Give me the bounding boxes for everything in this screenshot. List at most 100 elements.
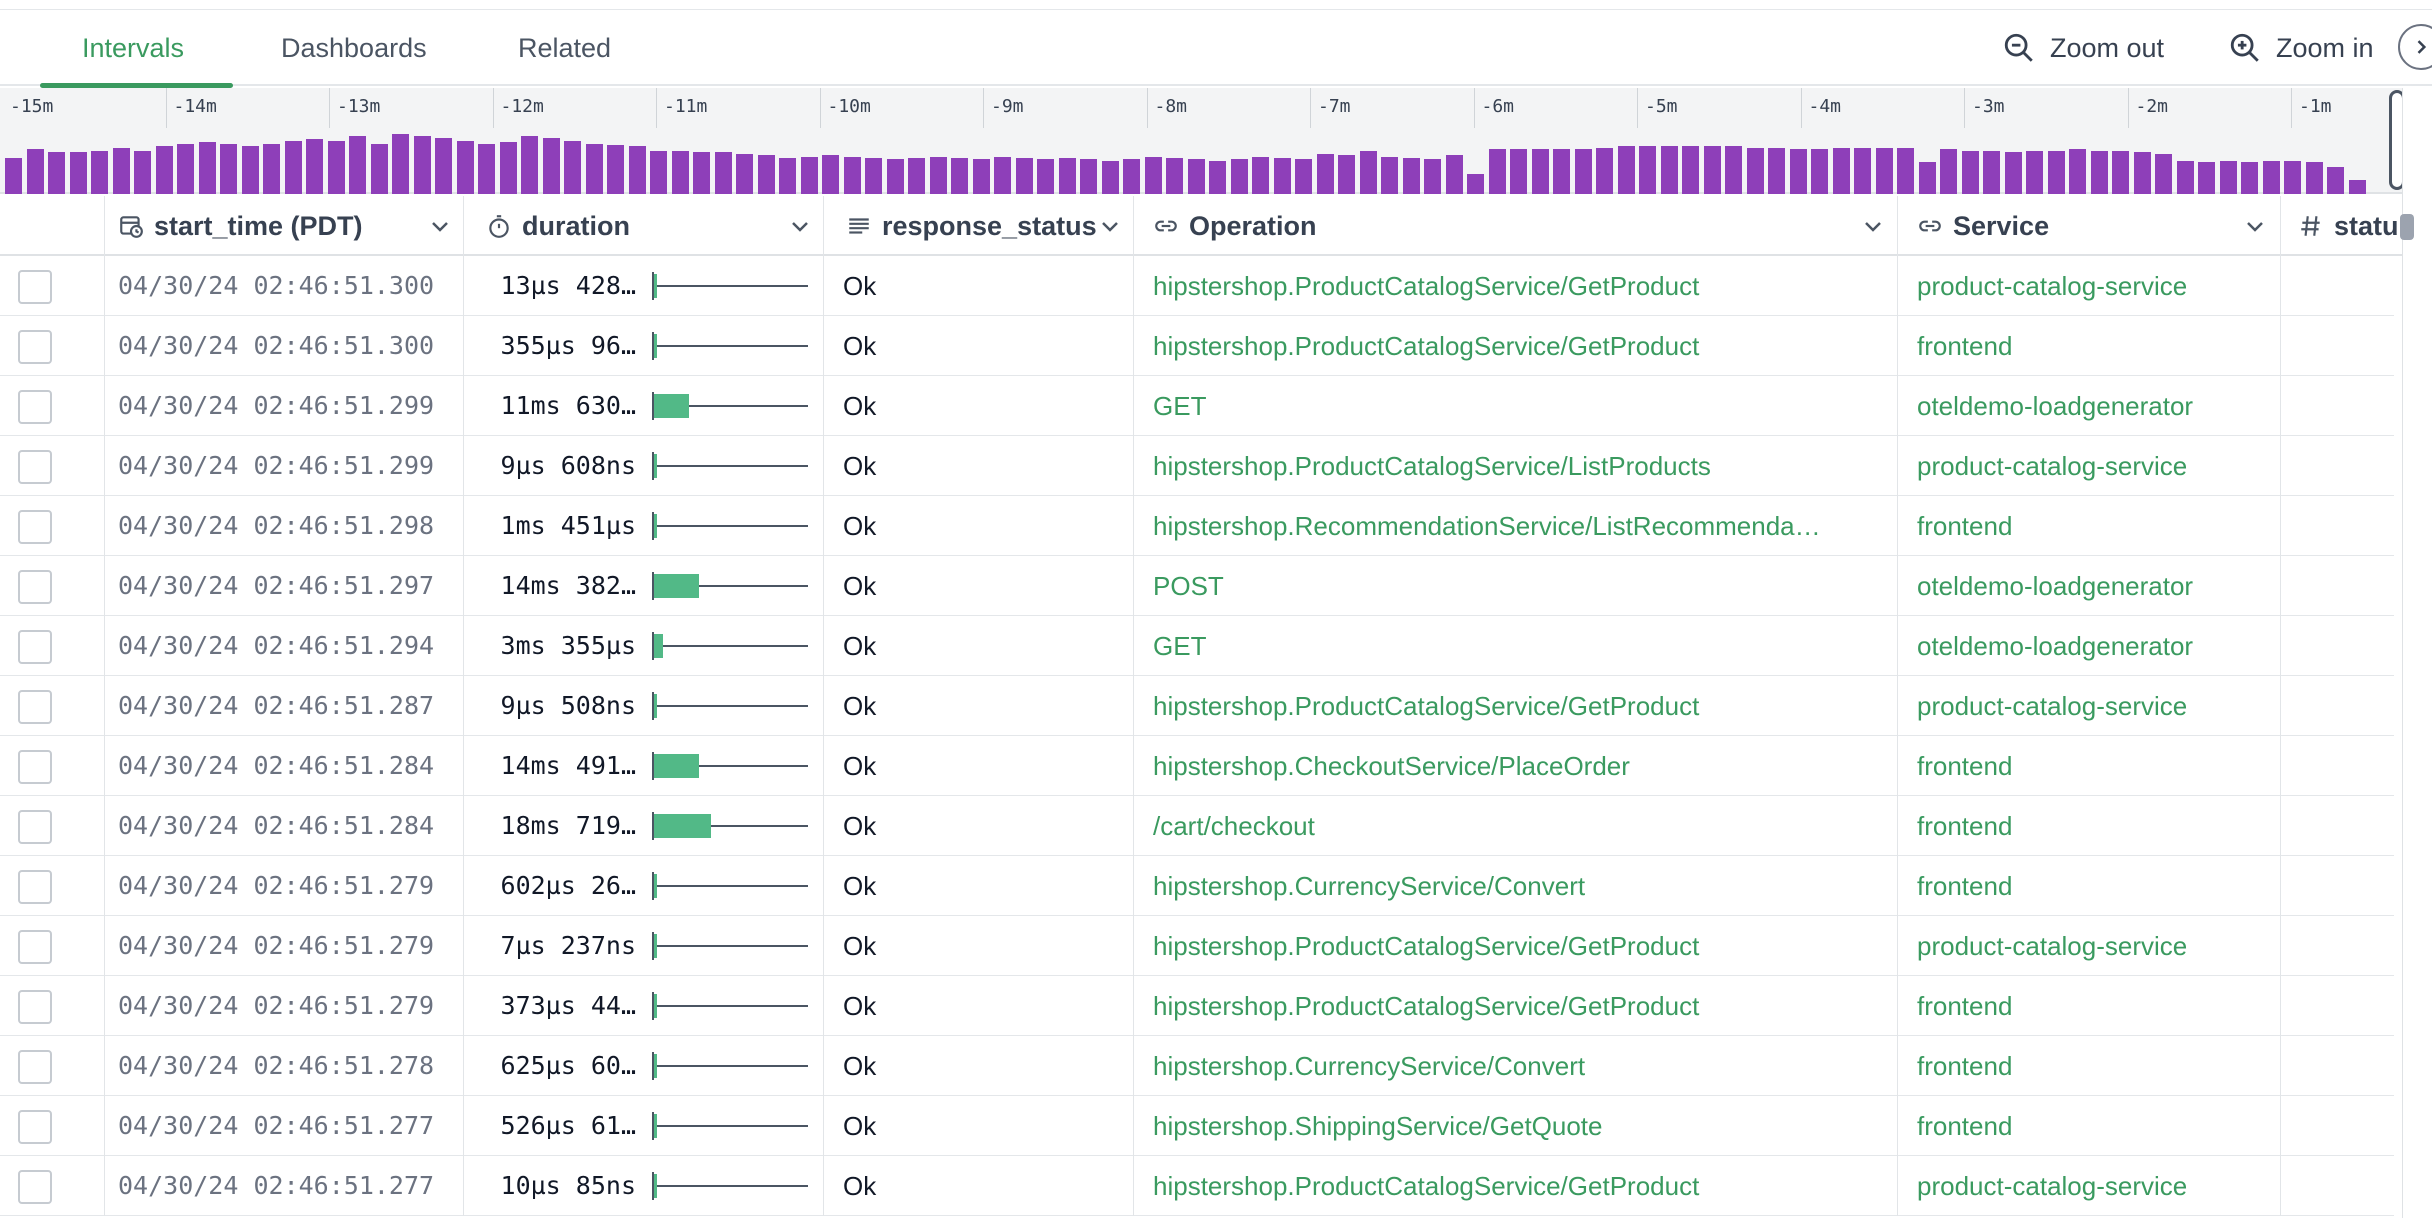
histogram-bar (1058, 158, 1076, 194)
duration-cell: 14ms 491… (500, 751, 636, 780)
service-link[interactable]: frontend (1917, 1111, 2013, 1141)
zoom-in-button[interactable]: Zoom in (2228, 10, 2374, 86)
table-row[interactable]: 04/30/24 02:46:51.279 7µs 237ns Ok hipsters… (0, 916, 2394, 976)
table-row[interactable]: 04/30/24 02:46:51.300 355µs 96… Ok hipsters… (0, 316, 2394, 376)
table-row[interactable]: 04/30/24 02:46:51.279 373µs 44… Ok hipsters… (0, 976, 2394, 1036)
header-duration[interactable]: duration (486, 196, 816, 256)
header-status[interactable]: statu (2298, 196, 2402, 256)
chevron-down-icon[interactable] (788, 214, 812, 238)
start-time-cell: 04/30/24 02:46:51.279 (118, 991, 435, 1020)
service-link[interactable]: frontend (1917, 991, 2013, 1021)
table-row[interactable]: 04/30/24 02:46:51.297 14ms 382… Ok POST otel… (0, 556, 2394, 616)
row-checkbox[interactable] (18, 870, 52, 904)
table-row[interactable]: 04/30/24 02:46:51.299 11ms 630… Ok GET oteld… (0, 376, 2394, 436)
timeline-tick (1800, 88, 1802, 128)
next-button[interactable] (2398, 24, 2432, 70)
table-row[interactable]: 04/30/24 02:46:51.284 14ms 491… Ok hipsters… (0, 736, 2394, 796)
row-checkbox[interactable] (18, 990, 52, 1024)
histogram-bar (628, 146, 646, 194)
row-checkbox[interactable] (18, 690, 52, 724)
service-link[interactable]: frontend (1917, 331, 2013, 361)
service-link[interactable]: oteldemo-loadgenerator (1917, 631, 2194, 661)
timeline-label: -4m (1808, 96, 1842, 117)
column-separator[interactable] (463, 196, 464, 1216)
row-checkbox[interactable] (18, 330, 52, 364)
table-row[interactable]: 04/30/24 02:46:51.287 9µs 508ns Ok hipsters… (0, 676, 2394, 736)
operation-link[interactable]: hipstershop.RecommendationService/ListRe… (1153, 511, 1821, 541)
table-row[interactable]: 04/30/24 02:46:51.279 602µs 26… Ok hipsters… (0, 856, 2394, 916)
service-link[interactable]: frontend (1917, 751, 2013, 781)
column-separator[interactable] (1133, 196, 1134, 1216)
table-row[interactable]: 04/30/24 02:46:51.278 625µs 60… Ok hipsters… (0, 1036, 2394, 1096)
service-link[interactable]: product-catalog-service (1917, 931, 2188, 961)
row-checkbox[interactable] (18, 570, 52, 604)
operation-link[interactable]: hipstershop.CurrencyService/Convert (1153, 871, 1586, 901)
row-checkbox[interactable] (18, 1050, 52, 1084)
header-operation[interactable]: Operation (1153, 196, 1893, 256)
table-row[interactable]: 04/30/24 02:46:51.294 3ms 355µs Ok GET oteld… (0, 616, 2394, 676)
tab-related[interactable]: Related (518, 33, 612, 63)
table-row[interactable]: 04/30/24 02:46:51.284 18ms 719… Ok/cart/ch… (0, 796, 2394, 856)
timeline-histogram[interactable]: -15m -14m -13m -12m -11m -10m -9m -8m -7m -6m -5m -… (0, 88, 2405, 194)
zoom-out-button[interactable]: Zoom out (2002, 10, 2164, 86)
service-link[interactable]: frontend (1917, 511, 2013, 541)
row-checkbox[interactable] (18, 630, 52, 664)
table-row[interactable]: 04/30/24 02:46:51.298 1ms 451µs Ok hipsters… (0, 496, 2394, 556)
service-link[interactable]: product-catalog-service (1917, 271, 2188, 301)
operation-link[interactable]: hipstershop.ProductCatalogService/GetPro… (1153, 271, 1700, 301)
service-link[interactable]: frontend (1917, 1051, 2013, 1081)
row-checkbox[interactable] (18, 1170, 52, 1204)
tab-dashboards[interactable]: Dashboards (281, 33, 427, 63)
header-service[interactable]: Service (1917, 196, 2277, 256)
duration-cell: 526µs 61… (500, 1111, 636, 1140)
operation-link[interactable]: hipstershop.ProductCatalogService/GetPro… (1153, 931, 1700, 961)
operation-link[interactable]: POST (1153, 571, 1224, 601)
row-checkbox[interactable] (18, 1110, 52, 1144)
tab-intervals[interactable]: Intervals (82, 33, 185, 63)
operation-link[interactable]: hipstershop.ProductCatalogService/GetPro… (1153, 1171, 1700, 1201)
row-checkbox[interactable] (18, 930, 52, 964)
row-checkbox[interactable] (18, 390, 52, 424)
row-checkbox[interactable] (18, 750, 52, 784)
row-checkbox[interactable] (18, 450, 52, 484)
histogram-bar (306, 139, 323, 194)
operation-link[interactable]: hipstershop.CheckoutService/PlaceOrder (1153, 751, 1630, 781)
chevron-down-icon[interactable] (2243, 214, 2267, 238)
service-link[interactable]: oteldemo-loadgenerator (1917, 571, 2194, 601)
operation-link[interactable]: hipstershop.ProductCatalogService/GetPro… (1153, 991, 1700, 1021)
chevron-down-icon[interactable] (428, 214, 452, 238)
chevron-down-icon[interactable] (1098, 214, 1122, 238)
operation-link[interactable]: hipstershop.ProductCatalogService/ListPr… (1153, 451, 1711, 481)
chevron-down-icon[interactable] (1861, 214, 1885, 238)
service-link[interactable]: oteldemo-loadgenerator (1917, 391, 2194, 421)
duration-bar-start (652, 812, 654, 840)
row-checkbox[interactable] (18, 810, 52, 844)
column-separator[interactable] (104, 196, 105, 1216)
service-link[interactable]: frontend (1917, 871, 2013, 901)
operation-link[interactable]: GET (1153, 391, 1207, 421)
header-response-status[interactable]: response_status (846, 196, 1131, 256)
column-separator[interactable] (823, 196, 824, 1216)
service-link[interactable]: product-catalog-service (1917, 451, 2188, 481)
table-row[interactable]: 04/30/24 02:46:51.300 13µs 428… Ok hipsters… (0, 256, 2394, 316)
table-row[interactable]: 04/30/24 02:46:51.299 9µs 608ns Ok hipsters… (0, 436, 2394, 496)
column-separator[interactable] (1897, 196, 1898, 1216)
table-scrollbar-thumb[interactable] (2400, 214, 2414, 240)
table-row[interactable]: 04/30/24 02:46:51.277 526µs 61… Ok hipsters… (0, 1096, 2394, 1156)
header-start-time[interactable]: start_time (PDT) (118, 196, 458, 256)
zoom-out-icon (2004, 33, 2033, 62)
service-link[interactable]: frontend (1917, 811, 2013, 841)
row-checkbox[interactable] (18, 510, 52, 544)
operation-link[interactable]: hipstershop.ShippingService/GetQuote (1153, 1111, 1603, 1141)
row-checkbox[interactable] (18, 270, 52, 304)
table-row[interactable]: 04/30/24 02:46:51.277 10µs 85ns Ok hipsters… (0, 1156, 2394, 1216)
column-separator[interactable] (2280, 196, 2281, 1216)
operation-link[interactable]: GET (1153, 631, 1207, 661)
service-link[interactable]: product-catalog-service (1917, 691, 2188, 721)
operation-link[interactable]: hipstershop.ProductCatalogService/GetPro… (1153, 691, 1700, 721)
operation-link[interactable]: hipstershop.CurrencyService/Convert (1153, 1051, 1586, 1081)
operation-link[interactable]: hipstershop.ProductCatalogService/GetPro… (1153, 331, 1700, 361)
histogram-bar (1273, 158, 1291, 194)
operation-link[interactable]: /cart/checkout (1153, 811, 1315, 841)
service-link[interactable]: product-catalog-service (1917, 1171, 2188, 1201)
